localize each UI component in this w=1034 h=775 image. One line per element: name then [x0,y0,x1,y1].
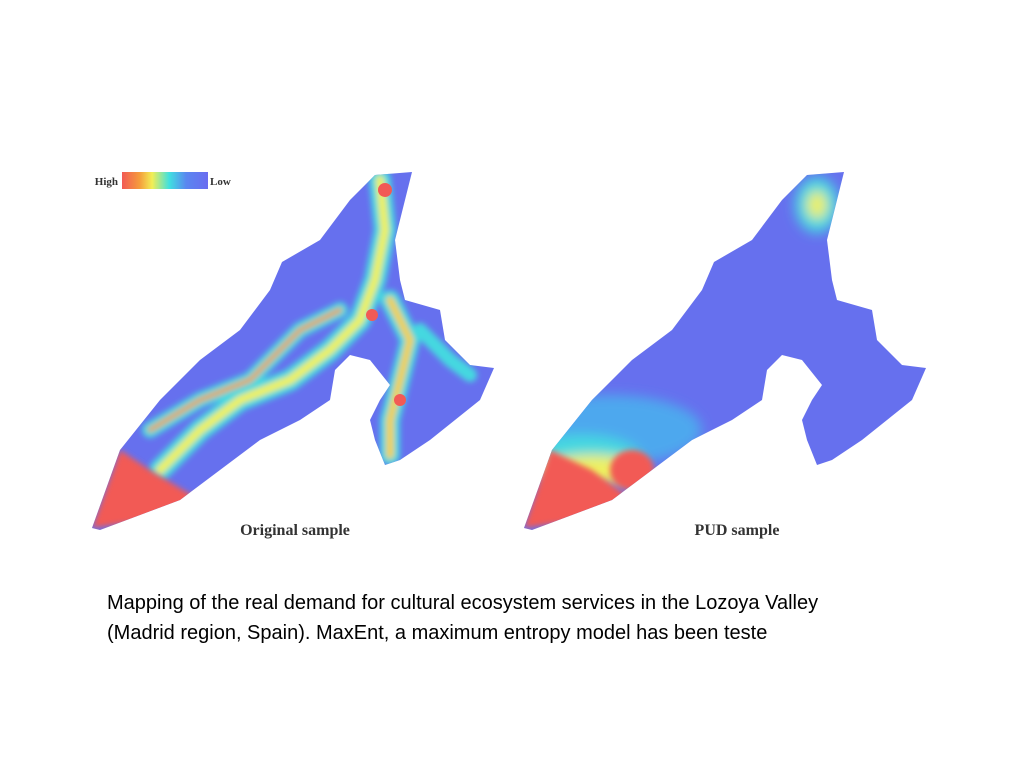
legend: High Low [95,172,231,189]
map-pud: PUD sample [524,172,926,539]
legend-high: High [95,176,118,188]
legend-low: Low [210,176,231,188]
caption-line: Mapping of the real demand for cultural … [107,592,819,614]
caption: Mapping of the real demand for cultural … [107,588,987,648]
map-original: Original sample [92,172,494,539]
panel-label: Original sample [240,522,350,539]
caption-line: (Madrid region, Spain). MaxEnt, a maximu… [107,622,768,644]
legend-gradient [122,172,208,189]
panel-label: PUD sample [695,522,780,539]
